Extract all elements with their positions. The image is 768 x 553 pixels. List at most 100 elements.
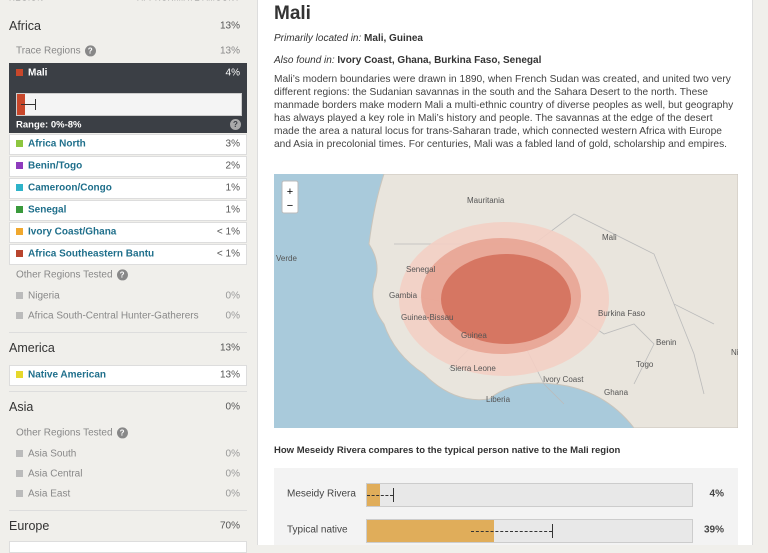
tested-amount: 0% (225, 468, 240, 480)
region-name: Africa (9, 19, 41, 33)
range-cap (35, 99, 36, 110)
map-label: Ivory Coast (543, 375, 584, 384)
swatch (16, 206, 23, 213)
item-amount: 3% (225, 138, 240, 150)
tested-name: Asia Central (28, 468, 83, 480)
swatch (16, 140, 23, 147)
help-icon: ? (84, 45, 96, 57)
map-label: Mauritania (467, 196, 505, 205)
trace-label: Trace Regions? (16, 45, 96, 57)
region-overlay (399, 222, 609, 376)
also-value: Ivory Coast, Ghana, Burkina Faso, Senega… (337, 55, 542, 66)
swatch (16, 470, 23, 477)
tested-label: Other Regions Tested? (16, 427, 128, 439)
map-label: Gambia (389, 291, 418, 300)
tested-name: Asia South (28, 448, 77, 460)
item-row (9, 541, 247, 553)
row-value: 4% (709, 488, 724, 500)
zoom-control (281, 180, 299, 214)
primary-value: Mali, Guinea (364, 33, 423, 44)
tested-name: Asia East (28, 488, 71, 500)
zoom-out[interactable]: − (287, 200, 293, 212)
region-name: Asia (9, 400, 34, 414)
map-label: Nig (731, 348, 738, 357)
swatch (16, 69, 23, 76)
range-line (471, 531, 553, 532)
tested-amount: 0% (225, 448, 240, 460)
range-whisker (21, 104, 35, 105)
item-name: Native American (28, 369, 106, 381)
map-label: Verde (276, 254, 297, 263)
region-name: America (9, 341, 55, 355)
item-row (9, 178, 247, 199)
map-label: Togo (636, 360, 654, 369)
map-label: Guinea (461, 331, 487, 340)
map-label: Liberia (486, 395, 511, 404)
item-name: Cameroon/Congo (28, 182, 112, 194)
tested-amount: 0% (225, 488, 240, 500)
swatch (16, 292, 23, 299)
map-label: Senegal (406, 265, 436, 274)
comparison-title: How Meseidy Rivera compares to the typic… (274, 445, 621, 456)
detail-panel: Mali Primarily located in: Mali, Guinea … (257, 0, 753, 545)
item-row (9, 222, 247, 243)
range-label: Range: 0%-8% (16, 119, 82, 131)
item-amount: 4% (225, 67, 240, 79)
detail-title: Mali (274, 3, 311, 24)
region-amount: 13% (219, 20, 240, 32)
row-name: Typical native (287, 524, 348, 536)
item-row (9, 244, 247, 265)
swatch (16, 450, 23, 457)
item-amount: < 1% (216, 226, 240, 238)
swatch (16, 312, 23, 319)
swatch (16, 371, 23, 378)
tested-label: Other Regions Tested? (16, 269, 128, 281)
item-row (9, 156, 247, 177)
map-label: Burkina Faso (598, 309, 646, 318)
map: Mauritania Mali Senegal Gambia Guinea-Bissau… (274, 174, 738, 428)
primary-label: Primarily located in: (274, 33, 362, 44)
item-name: Africa North (28, 138, 86, 150)
map-label: Ghana (604, 388, 629, 397)
help-icon: ? (116, 427, 128, 439)
map-label: Guinea-Bissau (401, 313, 453, 322)
trace-amount: 13% (219, 45, 240, 57)
item-amount: 1% (225, 204, 240, 216)
item-name: Benin/Togo (28, 160, 83, 172)
swatch (16, 162, 23, 169)
range-box (16, 93, 242, 116)
region-amount: 0% (225, 401, 240, 413)
item-amount: 13% (219, 369, 240, 381)
row-value: 39% (703, 524, 724, 536)
bar (367, 520, 494, 542)
row-name: Meseidy Rivera (287, 488, 356, 500)
column-header: REGION (9, 0, 44, 3)
swatch (16, 184, 23, 191)
tested-name: Nigeria (28, 290, 60, 302)
swatch (16, 228, 23, 235)
tested-name: Africa South-Central Hunter-Gatherers (28, 310, 199, 322)
item-amount: 2% (225, 160, 240, 172)
region-amount: 13% (219, 342, 240, 354)
swatch (16, 490, 23, 497)
swatch (16, 250, 23, 257)
map-label: Sierra Leone (450, 364, 496, 373)
item-amount: 1% (225, 182, 240, 194)
item-name: Senegal (28, 204, 67, 216)
map-label: Mali (602, 233, 617, 242)
tested-amount: 0% (225, 290, 240, 302)
bar-track (366, 483, 693, 507)
also-line: Also found in: Ivory Coast, Ghana, Burki… (274, 55, 541, 66)
column-header: APPROXIMATE AMOUNT (137, 0, 240, 3)
range-cap (393, 488, 394, 502)
zoom-in[interactable]: + (287, 186, 293, 198)
item-name: Mali (28, 67, 48, 79)
item-row (9, 365, 247, 386)
item-row (9, 200, 247, 221)
tested-amount: 0% (225, 310, 240, 322)
separator (9, 332, 247, 333)
description: Mali’s modern boundaries were drawn in 1… (274, 74, 734, 150)
item-name: Africa Southeastern Bantu (28, 248, 155, 260)
region-amount: 70% (219, 520, 240, 532)
